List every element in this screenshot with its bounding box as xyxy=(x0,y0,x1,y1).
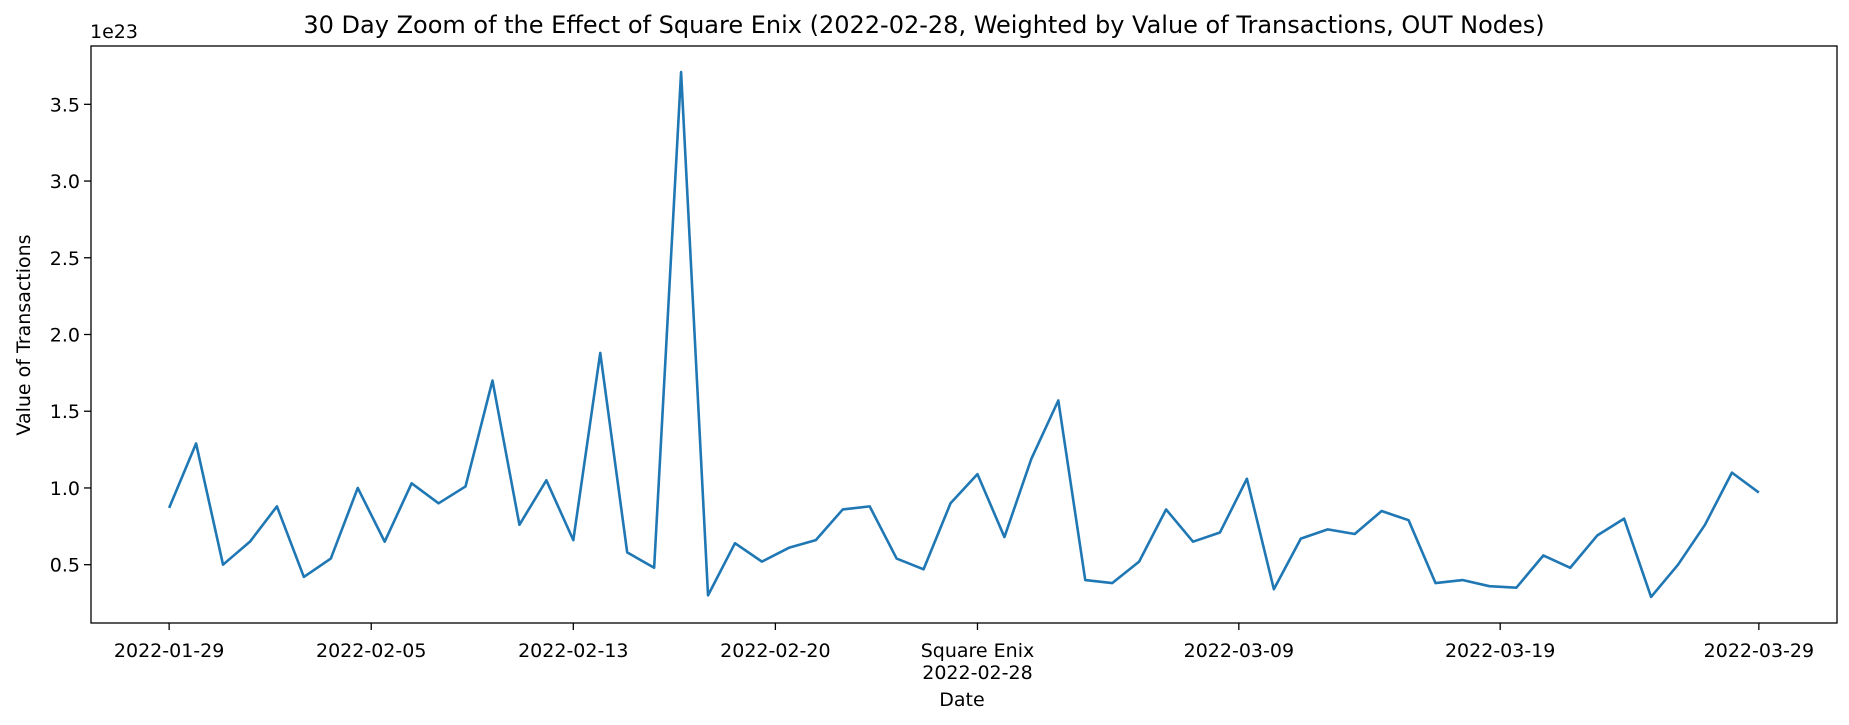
x-tick-label: 2022-02-05 xyxy=(316,640,426,662)
x-axis-label: Date xyxy=(939,689,984,711)
plot-area: 0.5 1.0 1.5 2.0 2.5 3.0 3.5 2022-01-29 2022-02-0… xyxy=(50,45,1838,684)
y-tick-label: 3.0 xyxy=(50,171,80,193)
x-tick-label: Square Enix xyxy=(921,640,1035,662)
chart-title: 30 Day Zoom of the Effect of Square Enix… xyxy=(303,11,1544,39)
plot-frame xyxy=(90,45,1838,624)
y-tick-label: 1.5 xyxy=(50,401,80,423)
y-tick-label: 0.5 xyxy=(50,555,80,577)
x-tick-label: 2022-03-29 xyxy=(1704,640,1814,662)
x-tick-label: 2022-02-13 xyxy=(518,640,628,662)
series-line xyxy=(167,70,1760,599)
y-tick-label: 2.0 xyxy=(50,325,80,347)
y-tick-label: 2.5 xyxy=(50,248,80,270)
y-axis-label: Value of Transactions xyxy=(13,234,35,435)
y-offset-label: 1e23 xyxy=(90,21,138,43)
x-tick-label: 2022-02-20 xyxy=(720,640,830,662)
x-tick-label: 2022-03-19 xyxy=(1445,640,1555,662)
y-tick-label: 3.5 xyxy=(50,94,80,116)
x-tick-label: 2022-01-29 xyxy=(114,640,224,662)
x-tick-label: 2022-03-09 xyxy=(1184,640,1294,662)
x-tick-label: 2022-02-28 xyxy=(922,662,1032,684)
y-tick-label: 1.0 xyxy=(50,478,80,500)
